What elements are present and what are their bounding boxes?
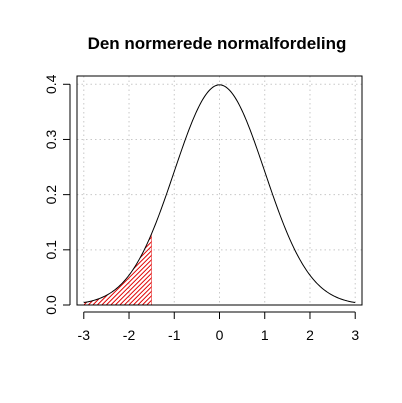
hatch-line xyxy=(83,233,112,305)
hatch-line xyxy=(110,233,152,305)
hatch-line xyxy=(137,233,152,305)
grid xyxy=(77,76,362,306)
x-tick-label: 3 xyxy=(351,327,359,343)
hatch-line xyxy=(83,233,103,305)
x-tick-label: -1 xyxy=(168,327,181,343)
hatch-line xyxy=(132,233,152,305)
x-tick-label: 2 xyxy=(306,327,314,343)
hatch-line xyxy=(83,233,94,305)
shaded-tail-region xyxy=(83,233,152,305)
density-curve xyxy=(83,84,356,304)
x-tick-label: 1 xyxy=(261,327,269,343)
x-tick-label: -3 xyxy=(78,327,91,343)
y-tick-label: 0.1 xyxy=(43,240,59,260)
hatch-line xyxy=(105,233,152,305)
plot-frame xyxy=(76,75,363,306)
x-tick-label: -2 xyxy=(123,327,136,343)
chart-title: Den normerede normalfordeling xyxy=(88,34,347,53)
hatch-line xyxy=(141,233,152,305)
x-axis: -3 -2 -1 0 1 2 3 xyxy=(78,311,359,343)
hatch-line xyxy=(128,233,152,305)
y-tick-label: 0.3 xyxy=(43,130,59,150)
hatch-line xyxy=(150,233,152,305)
x-tick-label: 0 xyxy=(216,327,224,343)
hatch-line xyxy=(83,233,121,305)
y-tick-label: 0.4 xyxy=(43,74,59,94)
hatch-line xyxy=(83,233,107,305)
hatch-line xyxy=(83,233,85,305)
hatch-line xyxy=(123,233,152,305)
y-tick-label: 0.2 xyxy=(43,185,59,205)
y-axis: 0.0 0.1 0.2 0.3 0.4 xyxy=(43,74,71,315)
hatch-line xyxy=(101,233,152,305)
hatch-line xyxy=(114,233,152,305)
y-tick-label: 0.0 xyxy=(43,295,59,315)
hatch-line xyxy=(83,233,98,305)
hatch-line xyxy=(119,233,152,305)
hatch-line xyxy=(146,233,152,305)
